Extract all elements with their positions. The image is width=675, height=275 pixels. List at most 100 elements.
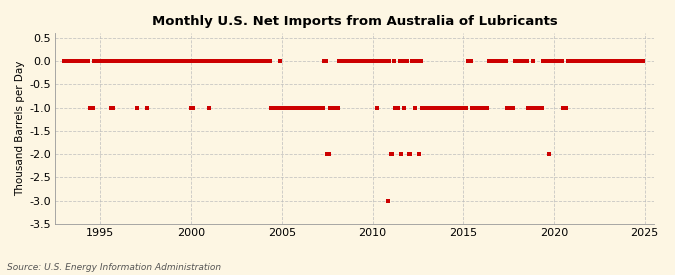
Point [608, 59, 618, 64]
Point [342, 59, 352, 64]
Point [115, 59, 126, 64]
Point [97, 59, 107, 64]
Point [153, 59, 163, 64]
Point [289, 106, 300, 110]
Point [304, 106, 315, 110]
Point [508, 106, 518, 110]
Point [70, 59, 80, 64]
Point [335, 59, 346, 64]
Point [416, 59, 427, 64]
Point [109, 59, 119, 64]
Point [216, 59, 227, 64]
Point [511, 59, 522, 64]
Point [172, 59, 183, 64]
Point [435, 106, 446, 110]
Point [95, 59, 106, 64]
Point [157, 59, 168, 64]
Point [632, 59, 643, 64]
Point [489, 59, 500, 64]
Point [248, 59, 259, 64]
Point [202, 59, 213, 64]
Point [207, 59, 218, 64]
Point [83, 59, 94, 64]
Point [621, 59, 632, 64]
Point [517, 59, 528, 64]
Point [626, 59, 637, 64]
Point [279, 106, 290, 110]
Point [225, 59, 236, 64]
Point [410, 106, 421, 110]
Point [589, 59, 600, 64]
Point [80, 59, 90, 64]
Point [265, 59, 275, 64]
Point [531, 106, 541, 110]
Point [414, 152, 425, 156]
Point [128, 59, 139, 64]
Point [570, 59, 580, 64]
Point [493, 59, 504, 64]
Title: Monthly U.S. Net Imports from Australia of Lubricants: Monthly U.S. Net Imports from Australia … [152, 15, 558, 28]
Point [418, 106, 429, 110]
Point [429, 106, 440, 110]
Point [627, 59, 638, 64]
Point [527, 59, 538, 64]
Point [221, 59, 232, 64]
Point [68, 59, 78, 64]
Point [294, 106, 305, 110]
Point [481, 106, 491, 110]
Point [633, 59, 644, 64]
Point [449, 106, 460, 110]
Point [132, 106, 142, 110]
Point [243, 59, 254, 64]
Point [105, 106, 116, 110]
Point [113, 59, 124, 64]
Point [287, 106, 298, 110]
Point [116, 59, 127, 64]
Point [375, 59, 385, 64]
Point [260, 59, 271, 64]
Point [178, 59, 189, 64]
Point [439, 106, 450, 110]
Point [337, 59, 348, 64]
Point [565, 59, 576, 64]
Point [343, 59, 354, 64]
Point [574, 59, 585, 64]
Point [543, 59, 554, 64]
Point [515, 59, 526, 64]
Point [378, 59, 389, 64]
Point [219, 59, 230, 64]
Point [398, 59, 408, 64]
Point [576, 59, 587, 64]
Point [315, 106, 325, 110]
Point [497, 59, 508, 64]
Point [59, 59, 70, 64]
Point [71, 59, 82, 64]
Point [468, 106, 479, 110]
Point [321, 59, 331, 64]
Point [523, 106, 534, 110]
Point [117, 59, 128, 64]
Point [388, 59, 399, 64]
Point [103, 59, 113, 64]
Point [555, 59, 566, 64]
Point [110, 59, 121, 64]
Point [405, 152, 416, 156]
Point [411, 59, 422, 64]
Point [277, 106, 288, 110]
Point [101, 59, 112, 64]
Point [230, 59, 240, 64]
Point [390, 106, 401, 110]
Point [119, 59, 130, 64]
Point [482, 106, 493, 110]
Point [443, 106, 454, 110]
Point [594, 59, 605, 64]
Point [296, 106, 307, 110]
Point [160, 59, 171, 64]
Point [317, 106, 328, 110]
Point [352, 59, 363, 64]
Point [350, 59, 361, 64]
Point [222, 59, 233, 64]
Point [325, 106, 335, 110]
Point [236, 59, 246, 64]
Point [204, 106, 215, 110]
